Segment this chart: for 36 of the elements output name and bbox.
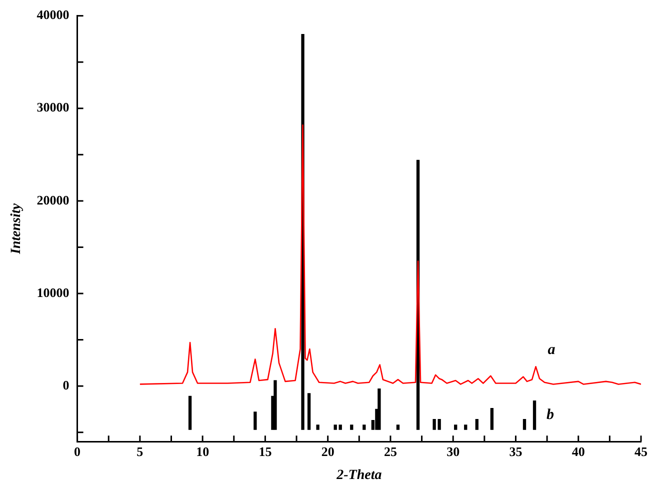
bar (274, 380, 277, 430)
x-tick-label: 20 (321, 444, 334, 459)
x-tick-label: 30 (446, 444, 460, 459)
bar (532, 400, 536, 430)
bar (350, 424, 354, 430)
y-tick-label: 20000 (36, 192, 70, 208)
y-tick-label: 10000 (36, 284, 70, 300)
y-tick-label: 40000 (36, 7, 70, 22)
y-tick-label: 30000 (36, 100, 70, 115)
bar (307, 393, 311, 430)
series-label: a (548, 342, 556, 358)
x-tick-label: 40 (572, 444, 585, 459)
bar (254, 412, 257, 430)
x-tick-label: 45 (634, 444, 648, 459)
bar (490, 408, 494, 430)
bar (475, 419, 478, 430)
bar (378, 388, 381, 430)
bar (338, 424, 342, 430)
bar (316, 424, 320, 430)
x-tick-label: 5 (136, 444, 144, 459)
y-axis-title: Intensity (9, 202, 24, 255)
x-tick-label: 15 (258, 444, 272, 459)
bar (522, 419, 526, 430)
bar (334, 424, 337, 430)
bar (396, 424, 400, 430)
bar (464, 424, 468, 430)
bar (362, 424, 366, 430)
x-tick-label: 0 (74, 444, 81, 459)
x-tick-label: 10 (196, 444, 210, 459)
bar (188, 396, 192, 430)
bar (454, 424, 458, 430)
x-tick-label: 35 (509, 444, 523, 459)
x-axis-title: 2-Theta (336, 468, 382, 484)
y-tick-label: 0 (62, 377, 70, 392)
x-tick-label: 25 (384, 444, 398, 459)
series-label: b (546, 407, 555, 424)
